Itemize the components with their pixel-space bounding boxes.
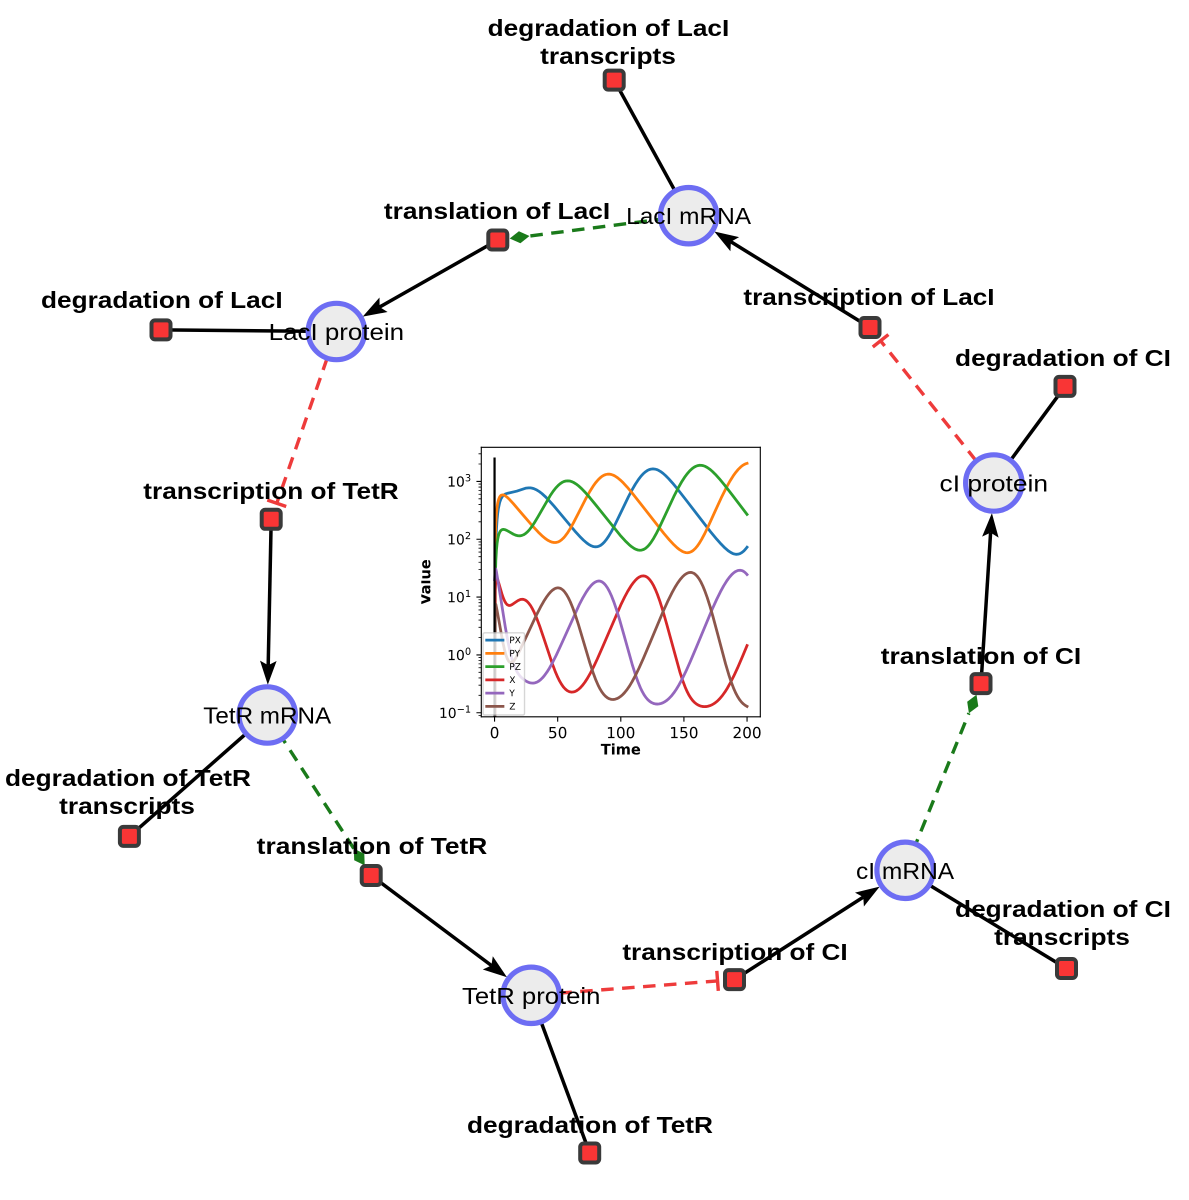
svg-text:degradation of CI: degradation of CI [955,345,1171,371]
svg-text:LacI protein: LacI protein [269,319,404,345]
svg-text:transcripts: transcripts [540,43,676,69]
svg-text:degradation of LacI: degradation of LacI [41,287,283,313]
svg-text:transcription of CI: transcription of CI [622,939,847,965]
svg-text:transcripts: transcripts [994,924,1130,950]
svg-text:translation of CI: translation of CI [881,643,1082,669]
svg-text:degradation of TetR: degradation of TetR [5,765,251,791]
svg-text:translation of TetR: translation of TetR [257,833,488,859]
svg-text:degradation of TetR: degradation of TetR [467,1112,713,1138]
svg-text:transcripts: transcripts [59,793,195,819]
svg-text:transcription of LacI: transcription of LacI [743,284,994,310]
svg-text:TetR mRNA: TetR mRNA [203,703,331,729]
svg-text:LacI mRNA: LacI mRNA [626,203,751,229]
svg-text:cI protein: cI protein [940,471,1049,497]
svg-text:degradation of LacI: degradation of LacI [488,15,730,41]
svg-text:transcription of TetR: transcription of TetR [143,478,399,504]
svg-text:degradation of CI: degradation of CI [955,896,1171,922]
svg-text:cI mRNA: cI mRNA [856,858,954,884]
svg-text:TetR protein: TetR protein [462,983,600,1009]
svg-text:translation of LacI: translation of LacI [384,198,610,224]
